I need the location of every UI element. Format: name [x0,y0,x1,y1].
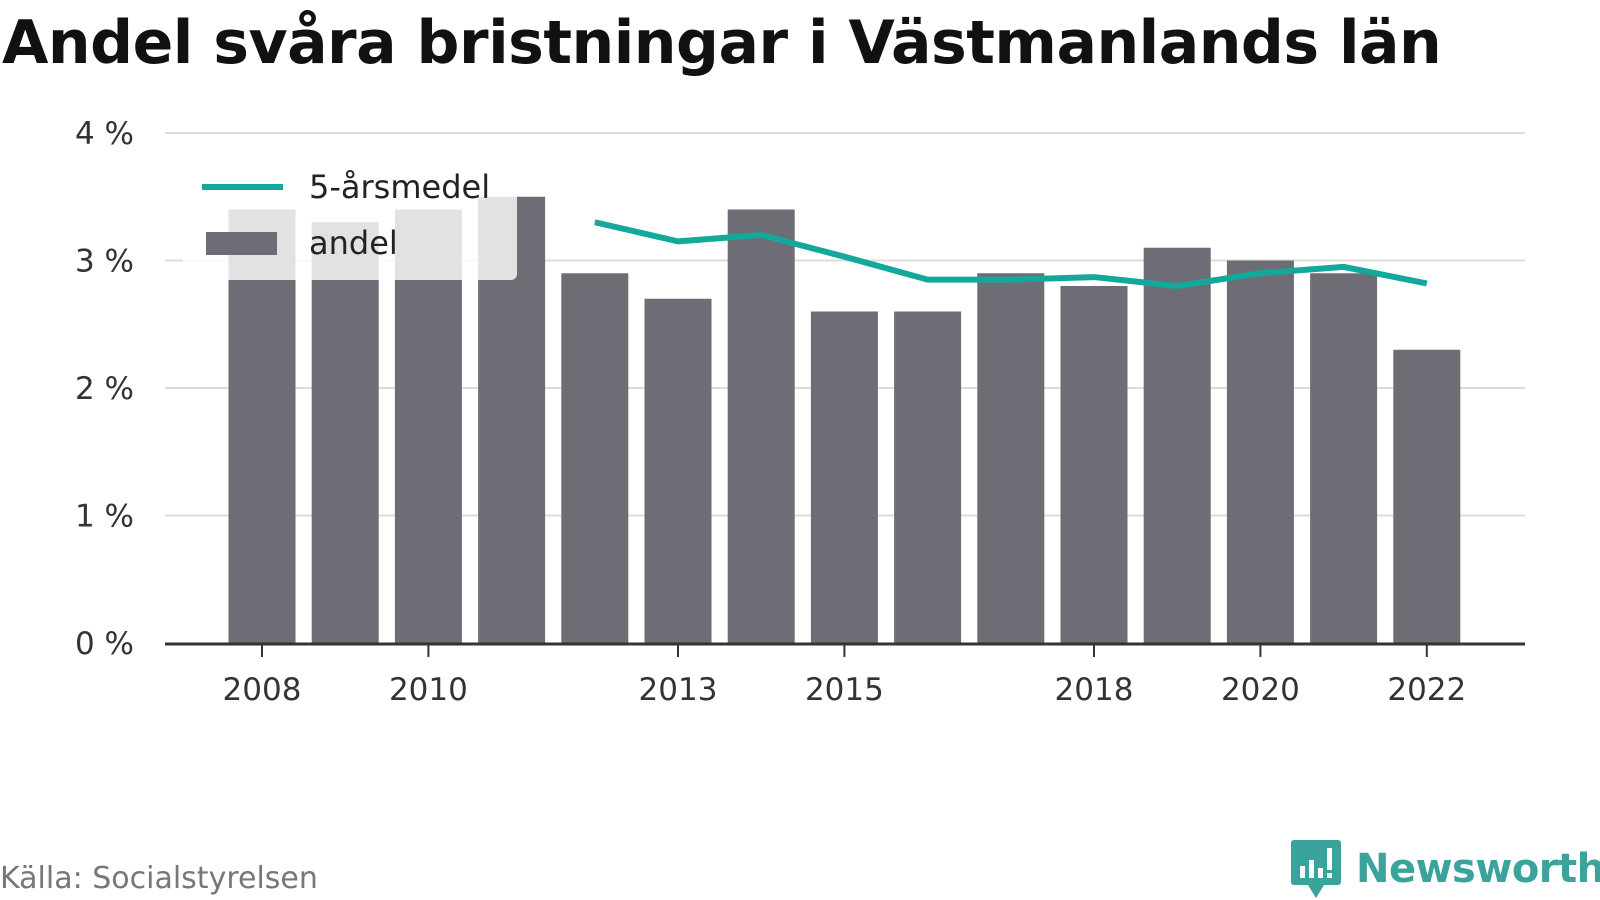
brand-name: Newsworthy [1356,846,1600,892]
bar-2015 [810,311,878,643]
line-series-5-arsmedel [594,219,1428,289]
source-note: Källa: Socialstyrelsen [0,861,318,896]
bar-2017 [977,273,1045,643]
bar-2009 [311,222,379,643]
bar-2010 [394,209,462,643]
legend-label-5-arsmedel: 5-årsmedel [309,168,490,206]
x-tick-label: 2013 [639,672,718,708]
bar-2020 [1226,260,1294,643]
x-axis: 2008 2010 2013 2015 2018 2020 2022 [165,642,1525,708]
newsworthy-logo-icon [1291,840,1341,898]
bar-2014 [727,209,795,643]
x-tick-label: 2015 [805,672,884,708]
brand: Newsworthy [1290,838,1600,900]
y-tick-label: 4 % [75,116,134,152]
x-tick-label: 2018 [1055,672,1134,708]
y-axis-labels: 0 % 1 % 2 % 3 % 4 % [75,116,134,662]
y-tick-label: 2 % [75,371,134,407]
bar-2016 [894,311,962,643]
bar-series-andel [228,196,1461,643]
bar-2008 [228,209,296,643]
line-5-arsmedel [594,219,1428,289]
x-tick-label: 2008 [223,672,302,708]
chart-title: Andel svåra bristningar i Västmanlands l… [2,8,1442,78]
bar-2022 [1393,349,1461,643]
bar-2018 [1060,286,1128,643]
y-tick-label: 1 % [75,499,134,535]
bar-2013 [644,298,712,643]
bar-2019 [1143,247,1211,643]
x-tick-label: 2022 [1387,672,1466,708]
y-tick-label: 0 % [75,626,134,662]
legend-label-andel: andel [309,224,398,262]
x-tick-label: 2020 [1221,672,1300,708]
y-tick-label: 3 % [75,244,134,280]
bar-2012 [561,273,629,643]
bar-2021 [1310,273,1378,643]
legend-swatch-andel [206,232,277,255]
legend: 5-årsmedel andel [183,156,517,280]
x-tick-label: 2010 [389,672,468,708]
